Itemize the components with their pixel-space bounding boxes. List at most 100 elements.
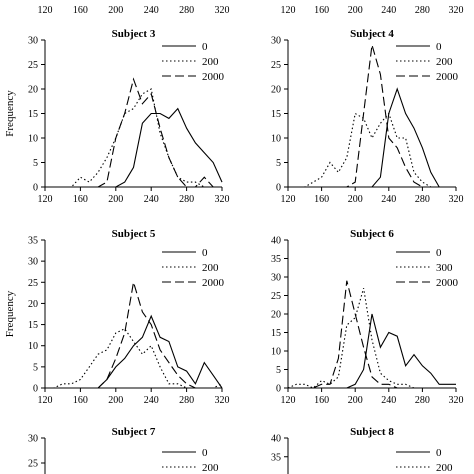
x-tick-label: 200 bbox=[348, 395, 363, 406]
top-strip-tick-label: 320 bbox=[215, 5, 230, 16]
legend-label: 0 bbox=[202, 41, 208, 53]
x-tick-label: 160 bbox=[73, 395, 88, 406]
y-tick-label: 30 bbox=[271, 36, 281, 47]
panel-title: Subject 3 bbox=[112, 28, 156, 40]
y-tick-label: 10 bbox=[28, 341, 38, 352]
y-tick-label: 25 bbox=[271, 291, 281, 302]
top-strip-tick-label: 240 bbox=[381, 5, 396, 16]
legend-label: 0 bbox=[202, 447, 208, 459]
y-tick-label: 35 bbox=[271, 254, 281, 265]
x-tick-label: 120 bbox=[38, 194, 53, 205]
panel-2: Subject 4 0 5 10 15 20 25 30 120 160 200 240 280 320 0… bbox=[271, 28, 464, 205]
y-tick-label: 15 bbox=[28, 109, 38, 120]
top-strip-tick-label: 120 bbox=[38, 5, 53, 16]
x-tick-label: 240 bbox=[381, 194, 396, 205]
y-tick-label: 25 bbox=[28, 60, 38, 71]
panel-title: Subject 8 bbox=[350, 426, 394, 438]
panel-5: Subject 7 25 30 0 200 bbox=[28, 426, 219, 474]
panel-4: Subject 6 0 5 10 15 20 25 30 35 40 120 160 200 240 280… bbox=[271, 228, 464, 406]
y-tick-label: 20 bbox=[271, 310, 281, 321]
y-tick-label: 35 bbox=[28, 236, 38, 247]
y-axis-label: Frequency bbox=[4, 90, 16, 137]
y-tick-label: 30 bbox=[28, 434, 38, 445]
top-axis-strip: 120 160 200 240 280 320 120 160 200 240 280 320 bbox=[38, 5, 464, 16]
panel-title: Subject 6 bbox=[350, 228, 394, 240]
y-tick-label: 10 bbox=[271, 134, 281, 145]
x-tick-label: 280 bbox=[179, 194, 194, 205]
y-tick-label: 10 bbox=[28, 134, 38, 145]
legend-label: 2000 bbox=[202, 277, 225, 289]
legend-label: 200 bbox=[202, 462, 219, 474]
y-tick-label: 20 bbox=[28, 85, 38, 96]
y-tick-label: 30 bbox=[28, 257, 38, 268]
panel-title: Subject 5 bbox=[112, 228, 156, 240]
y-tick-label: 25 bbox=[28, 459, 38, 470]
legend-label: 2000 bbox=[202, 71, 225, 83]
y-tick-label: 10 bbox=[271, 347, 281, 358]
legend-label: 2000 bbox=[436, 71, 459, 83]
top-strip-tick-label: 120 bbox=[281, 5, 296, 16]
legend-label: 0 bbox=[436, 247, 442, 259]
y-tick-label: 30 bbox=[28, 36, 38, 47]
x-tick-label: 320 bbox=[449, 395, 464, 406]
legend-label: 0 bbox=[202, 247, 208, 259]
y-tick-label: 0 bbox=[33, 183, 38, 194]
legend-label: 0 bbox=[436, 447, 442, 459]
y-tick-label: 0 bbox=[33, 384, 38, 395]
series-line-0 bbox=[288, 313, 456, 389]
y-tick-label: 30 bbox=[271, 273, 281, 284]
series-line-0 bbox=[45, 107, 223, 188]
x-tick-label: 320 bbox=[215, 395, 230, 406]
panel-1: Subject 3 0 5 10 15 20 25 30 120 160 200 240 280 320 F… bbox=[4, 28, 230, 205]
y-tick-label: 40 bbox=[271, 236, 281, 247]
top-strip-tick-label: 280 bbox=[179, 5, 194, 16]
series-line-2000 bbox=[45, 77, 222, 188]
panel-title: Subject 4 bbox=[350, 28, 394, 40]
legend-label: 300 bbox=[436, 262, 453, 274]
panel-6: Subject 8 35 40 0 200 bbox=[271, 426, 453, 474]
series-line-200 bbox=[45, 328, 223, 389]
y-tick-label: 5 bbox=[276, 158, 281, 169]
legend-label: 200 bbox=[202, 56, 219, 68]
x-tick-label: 160 bbox=[314, 194, 329, 205]
x-tick-label: 320 bbox=[215, 194, 230, 205]
x-tick-label: 120 bbox=[281, 194, 296, 205]
series-line-300 bbox=[287, 287, 456, 389]
x-tick-label: 160 bbox=[314, 395, 329, 406]
x-tick-label: 120 bbox=[281, 395, 296, 406]
series-line-0 bbox=[45, 314, 223, 389]
series-line-0 bbox=[288, 87, 456, 188]
y-tick-label: 40 bbox=[271, 434, 281, 445]
y-tick-label: 5 bbox=[33, 158, 38, 169]
top-strip-tick-label: 200 bbox=[348, 5, 363, 16]
y-tick-label: 25 bbox=[271, 60, 281, 71]
series-line-2000 bbox=[288, 280, 456, 389]
legend-label: 200 bbox=[202, 262, 219, 274]
y-tick-label: 0 bbox=[276, 384, 281, 395]
y-tick-label: 20 bbox=[28, 299, 38, 310]
x-tick-label: 200 bbox=[108, 395, 123, 406]
x-tick-label: 240 bbox=[381, 395, 396, 406]
legend-label: 200 bbox=[436, 462, 453, 474]
y-tick-label: 35 bbox=[271, 452, 281, 463]
x-tick-label: 120 bbox=[38, 395, 53, 406]
top-strip-tick-label: 160 bbox=[73, 5, 88, 16]
y-tick-label: 15 bbox=[28, 320, 38, 331]
top-strip-tick-label: 280 bbox=[415, 5, 430, 16]
y-tick-label: 0 bbox=[276, 183, 281, 194]
x-tick-label: 280 bbox=[415, 395, 430, 406]
top-strip-tick-label: 160 bbox=[314, 5, 329, 16]
y-tick-label: 5 bbox=[276, 365, 281, 376]
legend-label: 2000 bbox=[436, 277, 459, 289]
series-line-2000 bbox=[45, 282, 222, 389]
y-tick-label: 15 bbox=[271, 328, 281, 339]
top-strip-tick-label: 240 bbox=[144, 5, 159, 16]
x-tick-label: 280 bbox=[415, 194, 430, 205]
x-tick-label: 240 bbox=[144, 395, 159, 406]
series-line-200 bbox=[45, 88, 222, 188]
x-tick-label: 200 bbox=[348, 194, 363, 205]
panel-3: Subject 5 0 5 10 15 20 25 30 35 120 160 200 240 280 32… bbox=[4, 228, 230, 406]
x-tick-label: 160 bbox=[73, 194, 88, 205]
